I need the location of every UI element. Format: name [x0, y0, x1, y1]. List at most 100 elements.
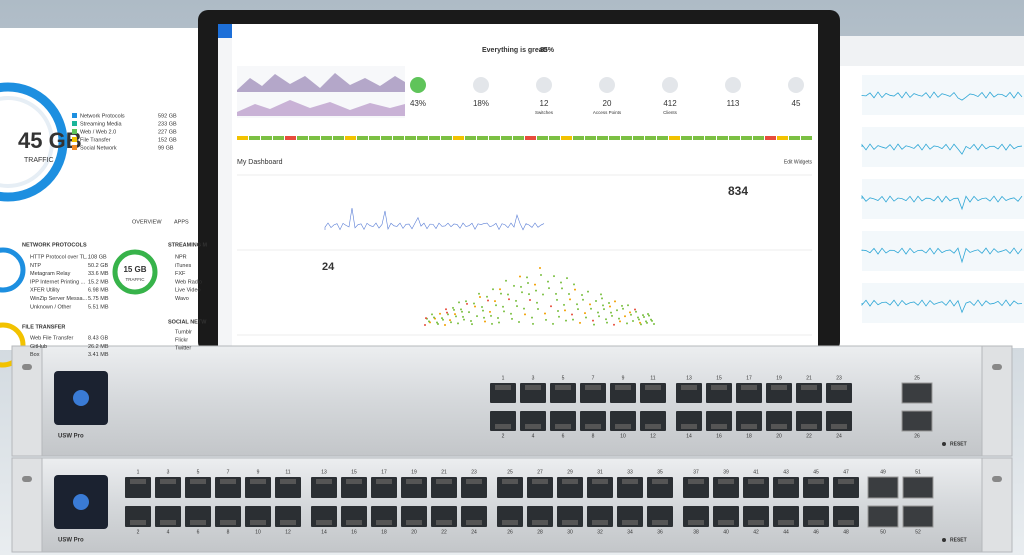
- file-donut: [0, 322, 26, 368]
- scatter-dot: [560, 281, 562, 284]
- scatter-dot: [437, 323, 439, 326]
- scatter-dot: [555, 292, 557, 295]
- latency-area: [237, 100, 405, 116]
- scatter-dot: [458, 301, 460, 304]
- scatter-dot: [598, 315, 600, 318]
- stat-icon: [725, 77, 741, 93]
- port-label: 4: [167, 529, 170, 535]
- scatter-dot: [545, 318, 547, 321]
- port-label: 1: [137, 469, 140, 475]
- traffic-line: [324, 208, 545, 231]
- sidebar: [218, 24, 232, 346]
- port-jack: [718, 520, 734, 525]
- port-jack: [801, 385, 817, 390]
- scatter-dot: [602, 304, 604, 307]
- scatter-dot: [466, 302, 468, 305]
- port-jack: [652, 520, 668, 525]
- scatter-dot: [502, 305, 504, 308]
- scatter-dot: [550, 305, 552, 308]
- port-label: 18: [381, 529, 387, 535]
- scatter-dot: [463, 318, 465, 321]
- scatter-dot: [640, 323, 642, 326]
- stat-icon: [599, 77, 615, 93]
- scatter-dot: [482, 309, 484, 312]
- client-count: 834: [728, 184, 748, 198]
- sfp-port: [901, 410, 933, 432]
- scatter-dot: [637, 316, 639, 319]
- health-segment: [381, 136, 392, 140]
- stat-value: 412: [663, 99, 677, 108]
- scatter-dot: [547, 280, 549, 283]
- scatter-dot: [486, 295, 488, 298]
- port-jack: [645, 424, 661, 429]
- port-label: 4: [532, 433, 535, 439]
- item-value: 50.2 GB: [88, 263, 109, 269]
- sfp-port: [902, 476, 934, 499]
- port-jack: [718, 479, 734, 484]
- port-label: 13: [321, 469, 327, 475]
- health-segment: [693, 136, 704, 140]
- scatter-dot: [552, 322, 554, 325]
- scatter-dot: [508, 298, 510, 301]
- item-name: iTunes: [175, 263, 192, 269]
- port-jack: [406, 520, 422, 525]
- ear-hole: [992, 476, 1002, 482]
- health-segment: [717, 136, 728, 140]
- scatter-dot: [645, 320, 647, 323]
- item-name: Flickr: [175, 337, 188, 343]
- port-jack: [592, 479, 608, 484]
- port-label: 23: [471, 469, 477, 475]
- scatter-dot: [511, 317, 513, 320]
- scatter-dot: [537, 308, 539, 311]
- sfp-port: [867, 505, 899, 528]
- status: Everything is great!: [482, 47, 547, 54]
- scatter-dot: [513, 284, 515, 287]
- scatter-dot: [611, 314, 613, 317]
- item-name: Twitter: [175, 345, 191, 351]
- port-jack: [622, 520, 638, 525]
- scatter-dot: [428, 320, 430, 323]
- port-jack: [406, 479, 422, 484]
- dashboard-title: My Dashboard: [237, 159, 283, 166]
- health-segment: [453, 136, 464, 140]
- port-label: 6: [562, 433, 565, 439]
- scatter-dot: [453, 308, 455, 311]
- scatter-dot: [638, 318, 640, 321]
- port-label: 34: [627, 529, 633, 535]
- port-jack: [160, 479, 176, 484]
- scatter-dot: [442, 318, 444, 321]
- scatter-dot: [643, 315, 645, 318]
- stat-icon: [662, 77, 678, 93]
- item-name: Tumblr: [175, 329, 192, 335]
- section-title: FILE TRANSFER: [22, 324, 65, 330]
- scatter-dot: [439, 312, 441, 315]
- legend-name: Social Network: [80, 145, 117, 151]
- scatter-dot: [531, 316, 533, 319]
- scatter-dot: [524, 313, 526, 316]
- scatter-dot: [515, 299, 517, 302]
- ear-hole: [22, 476, 32, 482]
- port-label: 17: [381, 469, 387, 475]
- scatter-dot: [526, 276, 528, 279]
- health-segment: [705, 136, 716, 140]
- health-segment: [357, 136, 368, 140]
- tab: OVERVIEW: [132, 219, 162, 225]
- scatter-dot: [624, 315, 626, 318]
- health-segment: [657, 136, 668, 140]
- port-jack: [771, 424, 787, 429]
- port-jack: [831, 385, 847, 390]
- port-label: 39: [723, 469, 729, 475]
- port-jack: [502, 479, 518, 484]
- port-label: 30: [567, 529, 573, 535]
- port-jack: [316, 479, 332, 484]
- port-jack: [130, 520, 146, 525]
- scatter-dot: [579, 321, 581, 324]
- port-jack: [495, 385, 511, 390]
- health-segment: [549, 136, 560, 140]
- port-jack: [436, 520, 452, 525]
- port-jack: [688, 479, 704, 484]
- sfp-port: [867, 476, 899, 499]
- item-value: 33.6 MB: [88, 271, 109, 277]
- logo: [218, 24, 232, 38]
- port-jack: [562, 520, 578, 525]
